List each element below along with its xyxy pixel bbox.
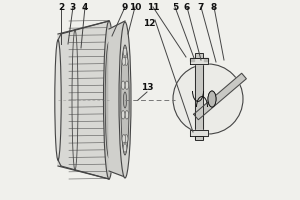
- Ellipse shape: [103, 21, 115, 179]
- Polygon shape: [109, 21, 125, 177]
- Ellipse shape: [123, 48, 127, 56]
- FancyBboxPatch shape: [195, 136, 203, 140]
- Text: 4: 4: [82, 2, 88, 11]
- Polygon shape: [61, 21, 109, 44]
- Ellipse shape: [119, 22, 131, 178]
- Ellipse shape: [124, 135, 128, 143]
- Ellipse shape: [123, 144, 127, 152]
- Ellipse shape: [121, 111, 125, 119]
- Text: 12: 12: [143, 20, 155, 28]
- Ellipse shape: [121, 81, 125, 89]
- Ellipse shape: [208, 91, 216, 107]
- Ellipse shape: [122, 135, 126, 143]
- FancyBboxPatch shape: [195, 53, 203, 58]
- Text: 5: 5: [172, 2, 178, 11]
- Ellipse shape: [55, 40, 61, 160]
- Polygon shape: [190, 130, 208, 136]
- Text: 10: 10: [129, 2, 141, 11]
- Text: 7: 7: [198, 2, 204, 11]
- Ellipse shape: [121, 45, 129, 155]
- Ellipse shape: [125, 111, 129, 119]
- Polygon shape: [190, 58, 208, 64]
- Text: 8: 8: [211, 2, 217, 11]
- Ellipse shape: [125, 81, 129, 89]
- Text: 2: 2: [58, 2, 64, 11]
- Text: 9: 9: [122, 2, 128, 11]
- Polygon shape: [61, 156, 109, 179]
- Polygon shape: [58, 34, 61, 166]
- Polygon shape: [58, 21, 109, 179]
- Text: 11: 11: [147, 2, 159, 11]
- Ellipse shape: [123, 92, 127, 108]
- Ellipse shape: [122, 57, 126, 65]
- Circle shape: [173, 64, 243, 134]
- Text: 3: 3: [70, 2, 76, 11]
- Ellipse shape: [124, 57, 128, 65]
- Ellipse shape: [105, 42, 113, 158]
- Polygon shape: [204, 58, 208, 61]
- Text: 6: 6: [184, 2, 190, 11]
- Polygon shape: [194, 73, 246, 120]
- Text: 13: 13: [141, 83, 153, 92]
- Polygon shape: [195, 59, 203, 139]
- Ellipse shape: [208, 91, 216, 107]
- Polygon shape: [190, 58, 194, 61]
